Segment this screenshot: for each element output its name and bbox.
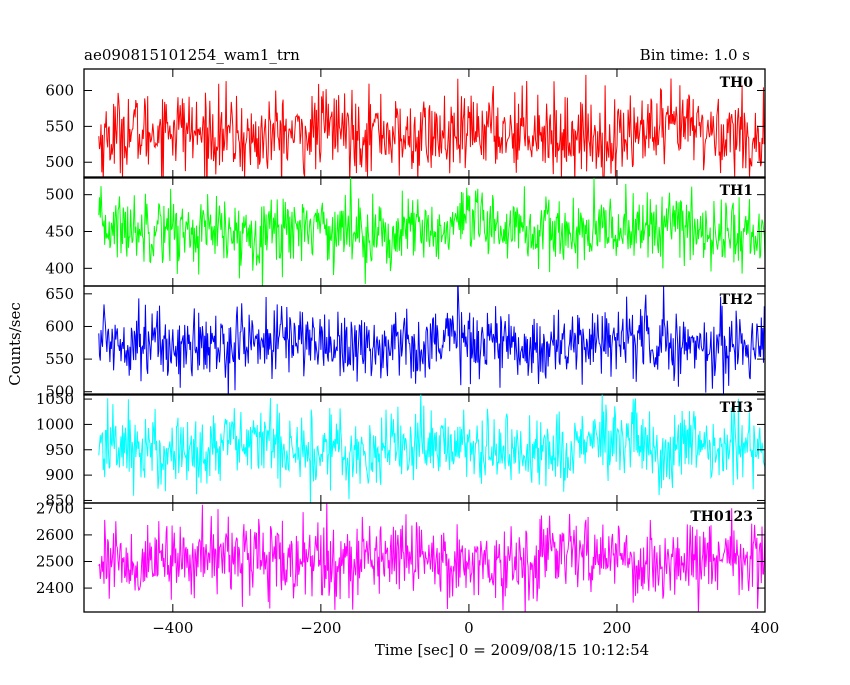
panel-label: TH3 <box>720 400 753 416</box>
y-tick-label: 950 <box>45 441 74 459</box>
y-tick-label: 2500 <box>36 552 74 570</box>
x-axis-title: Time [sec] 0 = 2009/08/15 10:12:54 <box>375 641 649 659</box>
y-tick-label: 500 <box>45 383 74 401</box>
y-tick-label: 550 <box>45 350 74 368</box>
series-line-th1 <box>98 177 765 286</box>
y-tick-label: 1000 <box>36 415 74 433</box>
y-axis-title: Counts/sec <box>6 302 24 386</box>
y-tick-label: 1050 <box>36 390 74 408</box>
panel-label: TH1 <box>720 183 753 199</box>
panel-label: TH2 <box>720 292 753 308</box>
panel-frame <box>83 285 766 396</box>
panel-th0123: 2400 2500 2600 2700 TH0123 −400 −200 0 200 400 <box>36 499 780 637</box>
y-tick-label: 450 <box>45 223 74 241</box>
y-tick-label: 400 <box>45 259 74 277</box>
x-tick-label: 0 <box>464 619 474 637</box>
series-line-th0123 <box>98 503 765 612</box>
y-tick-label: 850 <box>45 491 74 509</box>
bin-time-label: Bin time: 1.0 s <box>640 46 750 64</box>
panel-frame <box>83 502 766 613</box>
y-tick-label: 600 <box>45 317 74 335</box>
y-tick-label: 900 <box>45 466 74 484</box>
series-line-th2 <box>98 286 765 395</box>
y-tick-label: 650 <box>45 285 74 303</box>
panel-th3: 850 900 950 1000 1050 TH3 <box>36 390 766 509</box>
y-tick-label: 550 <box>45 117 74 135</box>
series-line-th0 <box>98 74 765 178</box>
series-line-th3 <box>98 394 765 503</box>
x-tick-label: 200 <box>603 619 632 637</box>
x-tick-label: −200 <box>300 619 341 637</box>
panel-frame <box>83 68 766 179</box>
panel-th1: 400 450 500 TH1 <box>45 176 766 287</box>
panel-label: TH0123 <box>690 509 753 525</box>
x-tick-label: 400 <box>751 619 780 637</box>
y-tick-label: 2700 <box>36 499 74 517</box>
y-tick-label: 600 <box>45 82 74 100</box>
x-tick-label: −400 <box>152 619 193 637</box>
chart-title: ae090815101254_wam1_trn <box>84 46 300 64</box>
panel-th2: 500 550 600 650 TH2 <box>45 285 766 401</box>
panel-th0: 500 550 600 TH0 <box>45 68 766 179</box>
y-tick-label: 2600 <box>36 526 74 544</box>
panels-group: 500 550 600 TH0 400 450 500 TH1 500 550 600 650 TH2 8… <box>36 68 780 637</box>
y-tick-label: 500 <box>45 153 74 171</box>
y-tick-label: 2400 <box>36 579 74 597</box>
panel-label: TH0 <box>720 75 754 91</box>
y-tick-label: 500 <box>45 186 74 204</box>
